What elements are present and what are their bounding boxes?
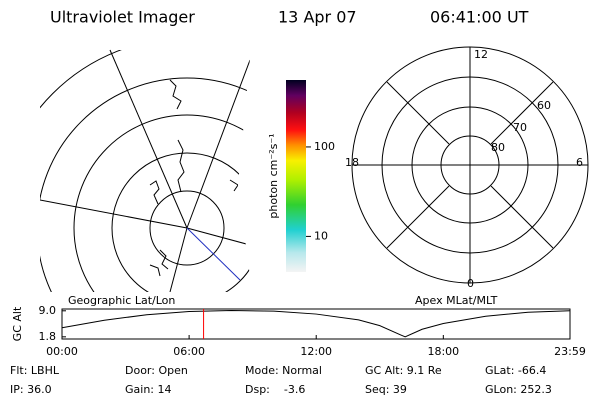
info: Door: Open (125, 364, 188, 377)
lat-label: 70 (513, 121, 527, 134)
info: Mode: Normal (245, 364, 322, 377)
apex-title: Apex MLat/MLT (415, 294, 498, 307)
mlt-label: 0 (467, 277, 474, 290)
colorbar-label: photon cm⁻²s⁻¹ (267, 133, 280, 218)
info: GC Alt: 9.1 Re (365, 364, 442, 377)
info: GLon: 252.3 (485, 383, 552, 396)
mlt-line (490, 185, 554, 249)
apex-polar (351, 46, 589, 284)
track-line (186, 227, 241, 281)
lon-line (169, 227, 188, 292)
lat-circle (111, 152, 252, 292)
x-tick-label: 23:59 (554, 345, 586, 358)
x-tick-label: 18:00 (427, 345, 459, 358)
y-tick-label: 1.8 (39, 330, 57, 343)
mlt-label: 12 (474, 48, 488, 61)
lon-line (186, 227, 251, 246)
y-tick-label: 9.0 (39, 304, 57, 317)
colorbar-tick-label: 100 (314, 140, 335, 153)
lon-line (40, 199, 188, 229)
time: 06:41:00 UT (430, 8, 529, 27)
info: Seq: 39 (365, 383, 407, 396)
geo-title: Geographic Lat/Lon (68, 294, 175, 307)
mlt-label: 18 (345, 156, 359, 169)
x-tick-label: 00:00 (46, 345, 78, 358)
lat-label: 80 (491, 141, 505, 154)
lat-label: 60 (537, 99, 551, 112)
strip-frame (61, 308, 571, 340)
date: 13 Apr 07 (278, 8, 357, 27)
lon-line (109, 49, 188, 229)
coastline (149, 79, 239, 277)
mlt-label: 6 (576, 156, 583, 169)
mlt-line (386, 185, 450, 249)
mlt-line (386, 81, 450, 145)
colorbar-tick-label: 10 (314, 229, 328, 242)
info: IP: 36.0 (10, 383, 52, 396)
info: Gain: 14 (125, 383, 172, 396)
altitude-line (61, 309, 571, 338)
x-tick-label: 12:00 (300, 345, 332, 358)
lat-circle (40, 77, 252, 292)
x-tick-label: 06:00 (173, 345, 205, 358)
lat-circle (73, 114, 252, 292)
title: Ultraviolet Imager (50, 8, 195, 27)
info: Flt: LBHL (10, 364, 60, 377)
lat-circle (149, 190, 225, 266)
info: GLat: -66.4 (485, 364, 546, 377)
y-label: GC Alt (11, 306, 24, 341)
mlt-line (490, 81, 554, 145)
colorbar (286, 80, 306, 272)
info: Dsp: -3.6 (245, 383, 305, 396)
geo-map (40, 45, 252, 292)
lon-line (186, 59, 251, 229)
